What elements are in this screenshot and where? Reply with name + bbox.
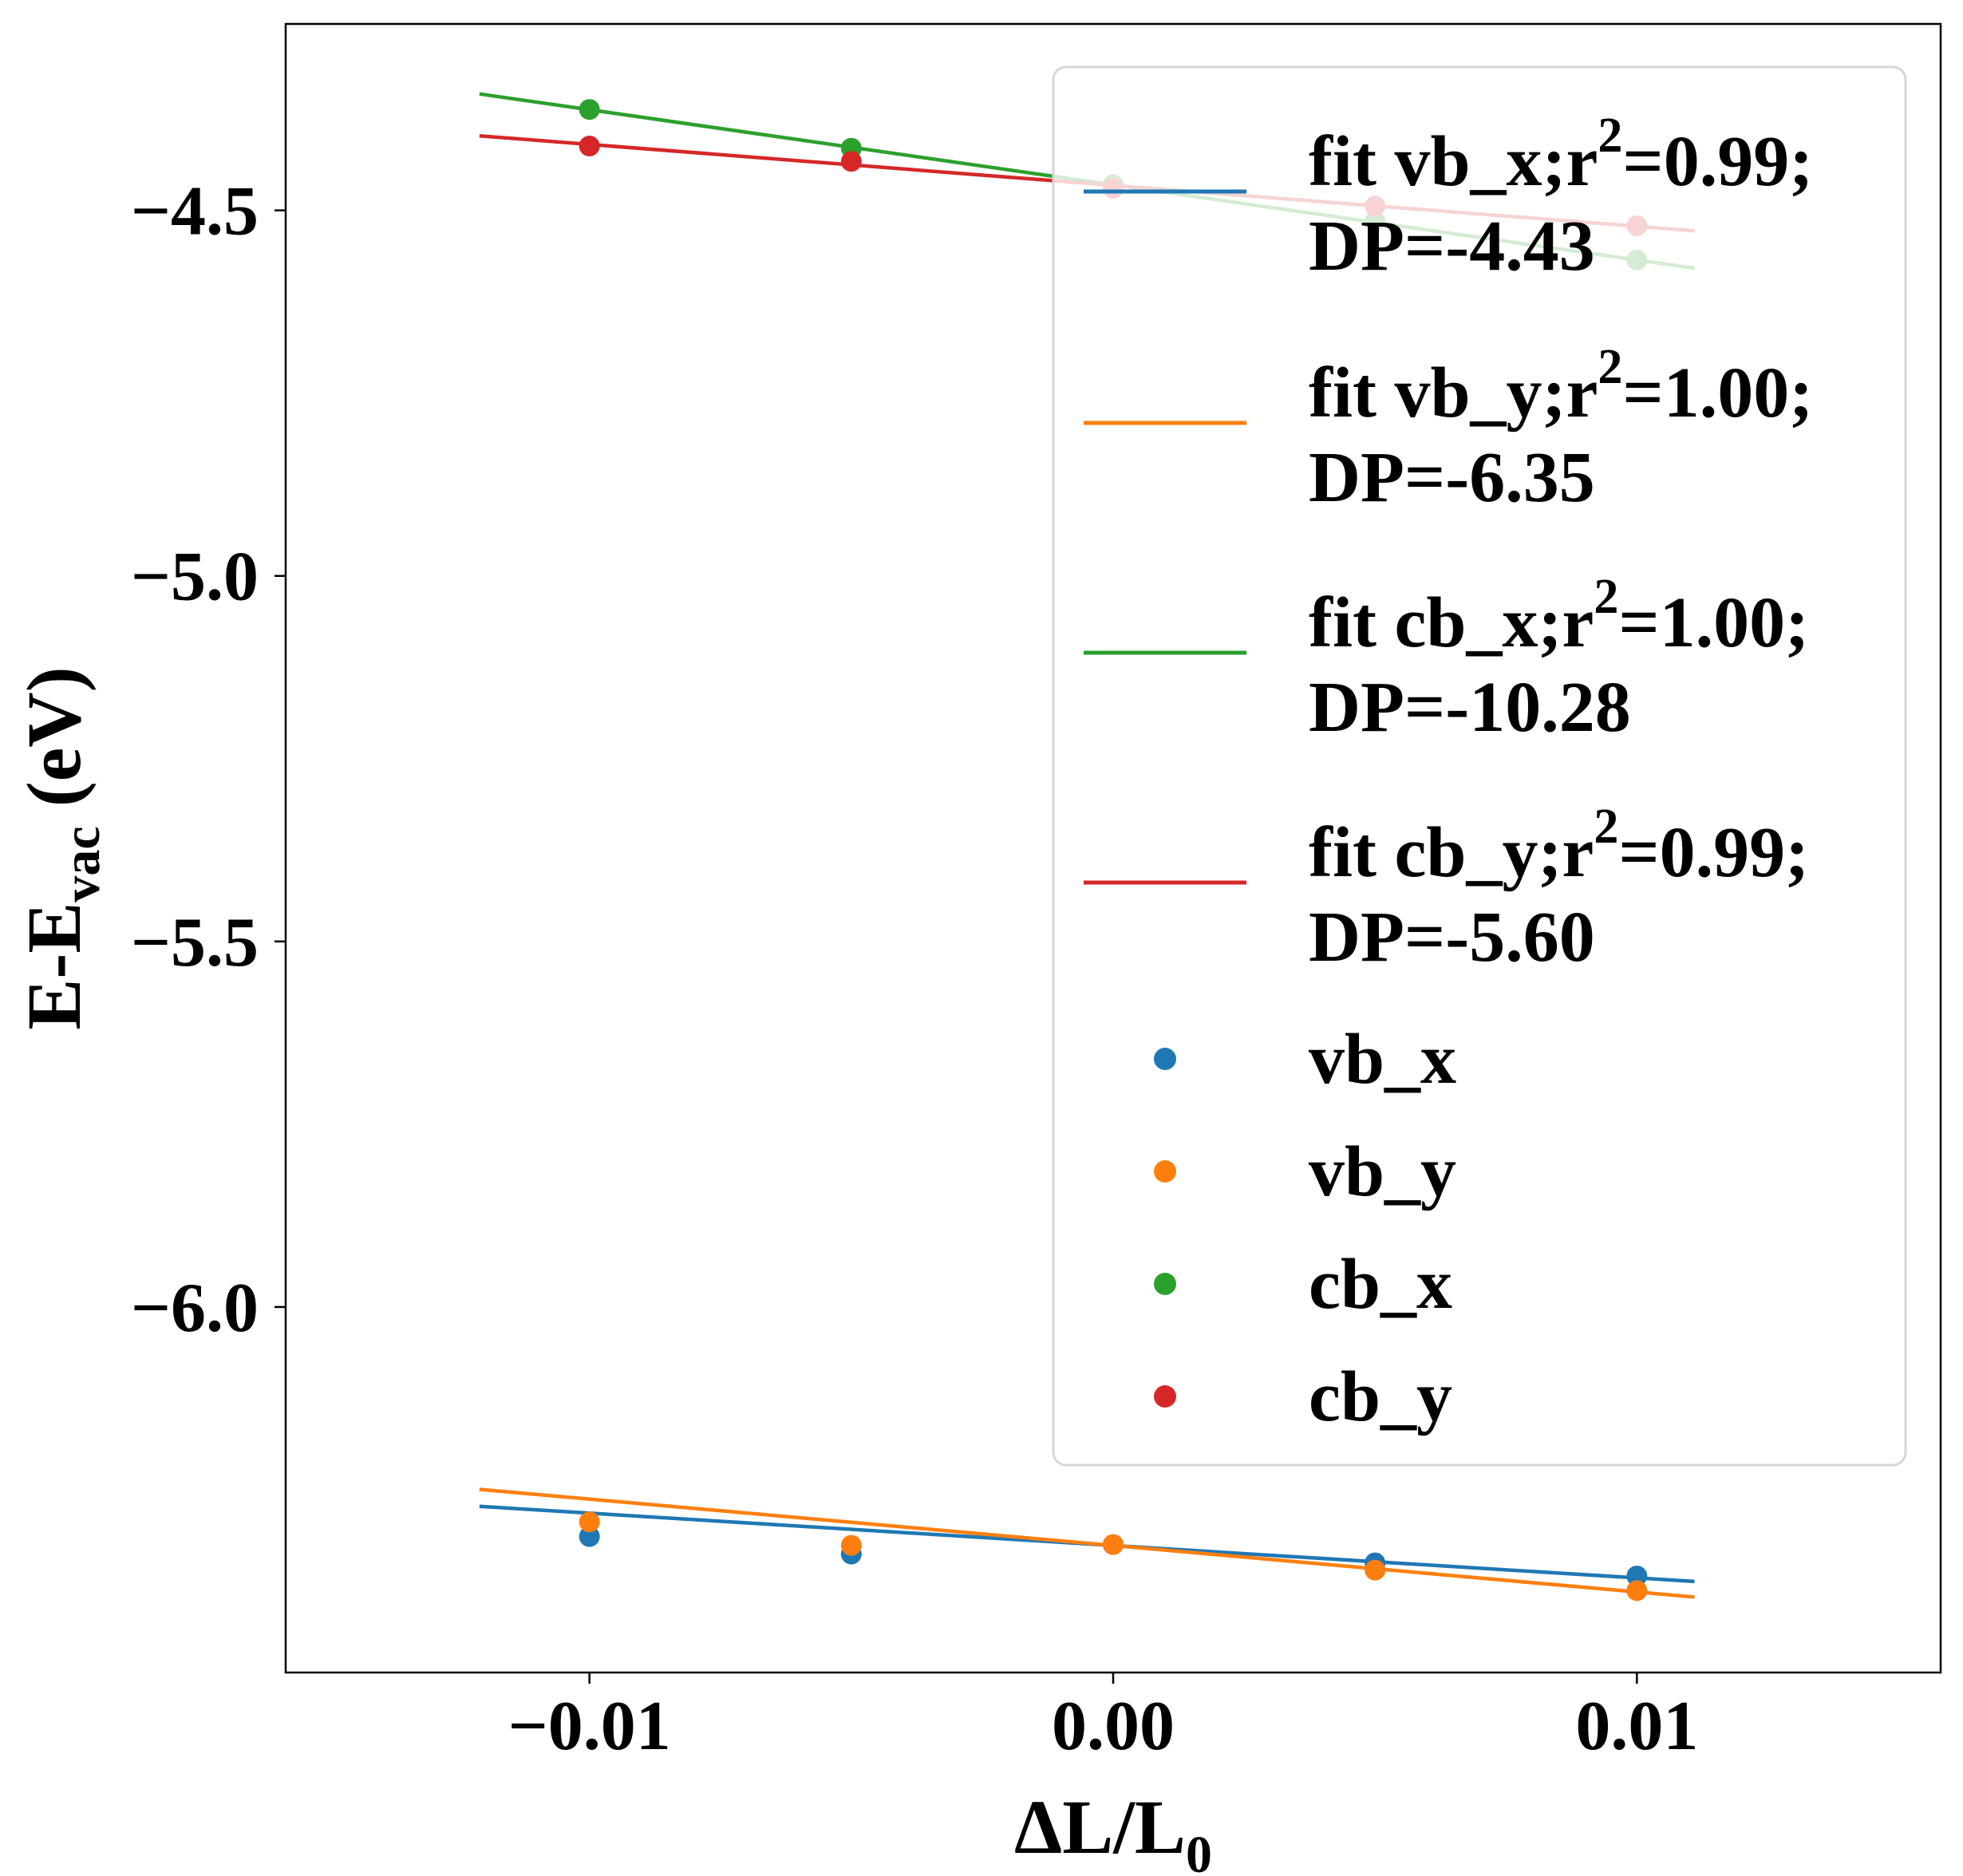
legend-fit-r2: =1.00;	[1618, 583, 1809, 662]
legend-label-fit-vb-y-line1: fit vb_y;r2=1.00;	[1309, 340, 1813, 432]
x-axis-label: ΔL/L0	[1014, 1784, 1212, 1876]
legend-label-cb-y: cb_y	[1309, 1357, 1452, 1436]
x-tick-label: 0.00	[1052, 1688, 1175, 1765]
data-point-vb-y	[1626, 1580, 1648, 1602]
legend-fit-name: fit vb_x;r	[1309, 122, 1598, 201]
data-point-cb-y	[840, 151, 862, 172]
x-tick-label: −0.01	[508, 1688, 671, 1765]
data-point-vb-y	[1365, 1559, 1386, 1581]
legend-fit-superscript: 2	[1594, 800, 1618, 854]
data-point-vb-y	[1103, 1534, 1124, 1555]
legend-fit-r2: =0.99;	[1622, 122, 1813, 201]
legend-label-fit-cb-y-line2: DP=-5.60	[1309, 898, 1595, 977]
legend-fit-superscript: 2	[1598, 340, 1622, 394]
legend-label-fit-vb-x-line2: DP=-4.43	[1309, 207, 1595, 286]
legend-label-cb-x: cb_x	[1309, 1245, 1452, 1324]
y-tick-label: −4.5	[131, 173, 259, 251]
y-axis-label-main: E-E	[11, 902, 97, 1030]
legend-label-fit-vb-y-line2: DP=-6.35	[1309, 438, 1595, 517]
data-point-vb-x	[1626, 1566, 1648, 1587]
axes: −0.01 0.00 0.01 −4.5 −5.0 −5.5 −6.0 ΔL/L0 E-Evac…	[11, 22, 1942, 1876]
y-axis-label: E-Evac (eV)	[11, 666, 111, 1029]
legend-fit-superscript: 2	[1594, 570, 1618, 624]
legend-marker-vb-y	[1154, 1160, 1176, 1183]
y-tick-label: −5.0	[131, 539, 259, 616]
legend-label-vb-y: vb_y	[1309, 1132, 1456, 1211]
legend-box	[1052, 65, 1907, 1467]
y-axis-label-subscript: vac	[53, 826, 111, 902]
legend-marker-cb-x	[1154, 1273, 1176, 1295]
legend-marker-cb-y	[1154, 1385, 1176, 1408]
legend-fit-superscript: 2	[1598, 109, 1622, 163]
legend-marker-vb-x	[1154, 1048, 1176, 1070]
legend-fit-r2: =1.00;	[1622, 353, 1813, 432]
y-tick-label: −6.0	[131, 1270, 259, 1347]
legend-label-fit-vb-x-line1: fit vb_x;r2=0.99;	[1309, 109, 1813, 201]
fit-line-vb-y	[479, 1487, 1695, 1599]
data-point-vb-x	[579, 1526, 600, 1547]
legend-label-fit-cb-y-line1: fit cb_y;r2=0.99;	[1309, 800, 1809, 892]
data-point-vb-y	[579, 1511, 600, 1533]
legend-label-vb-x: vb_x	[1309, 1020, 1456, 1099]
data-point-vb-y	[840, 1534, 862, 1556]
legend-fit-name: fit vb_y;r	[1309, 353, 1598, 432]
y-tick-label: −5.5	[131, 904, 259, 981]
legend-label-fit-cb-x-line1: fit cb_x;r2=1.00;	[1309, 570, 1809, 662]
data-point-cb-x	[579, 99, 600, 120]
x-axis-label-main: ΔL/L	[1014, 1784, 1186, 1870]
x-tick-label: 0.01	[1575, 1688, 1698, 1765]
legend-fit-name: fit cb_x;r	[1309, 583, 1594, 662]
legend-fit-r2: =0.99;	[1618, 813, 1809, 892]
y-axis-label-unit: (eV)	[11, 666, 97, 826]
legend-fit-name: fit cb_y;r	[1309, 813, 1594, 892]
data-point-cb-y	[579, 136, 600, 157]
x-axis-label-subscript: 0	[1186, 1826, 1212, 1876]
legend-label-fit-cb-x-line2: DP=-10.28	[1309, 668, 1631, 747]
